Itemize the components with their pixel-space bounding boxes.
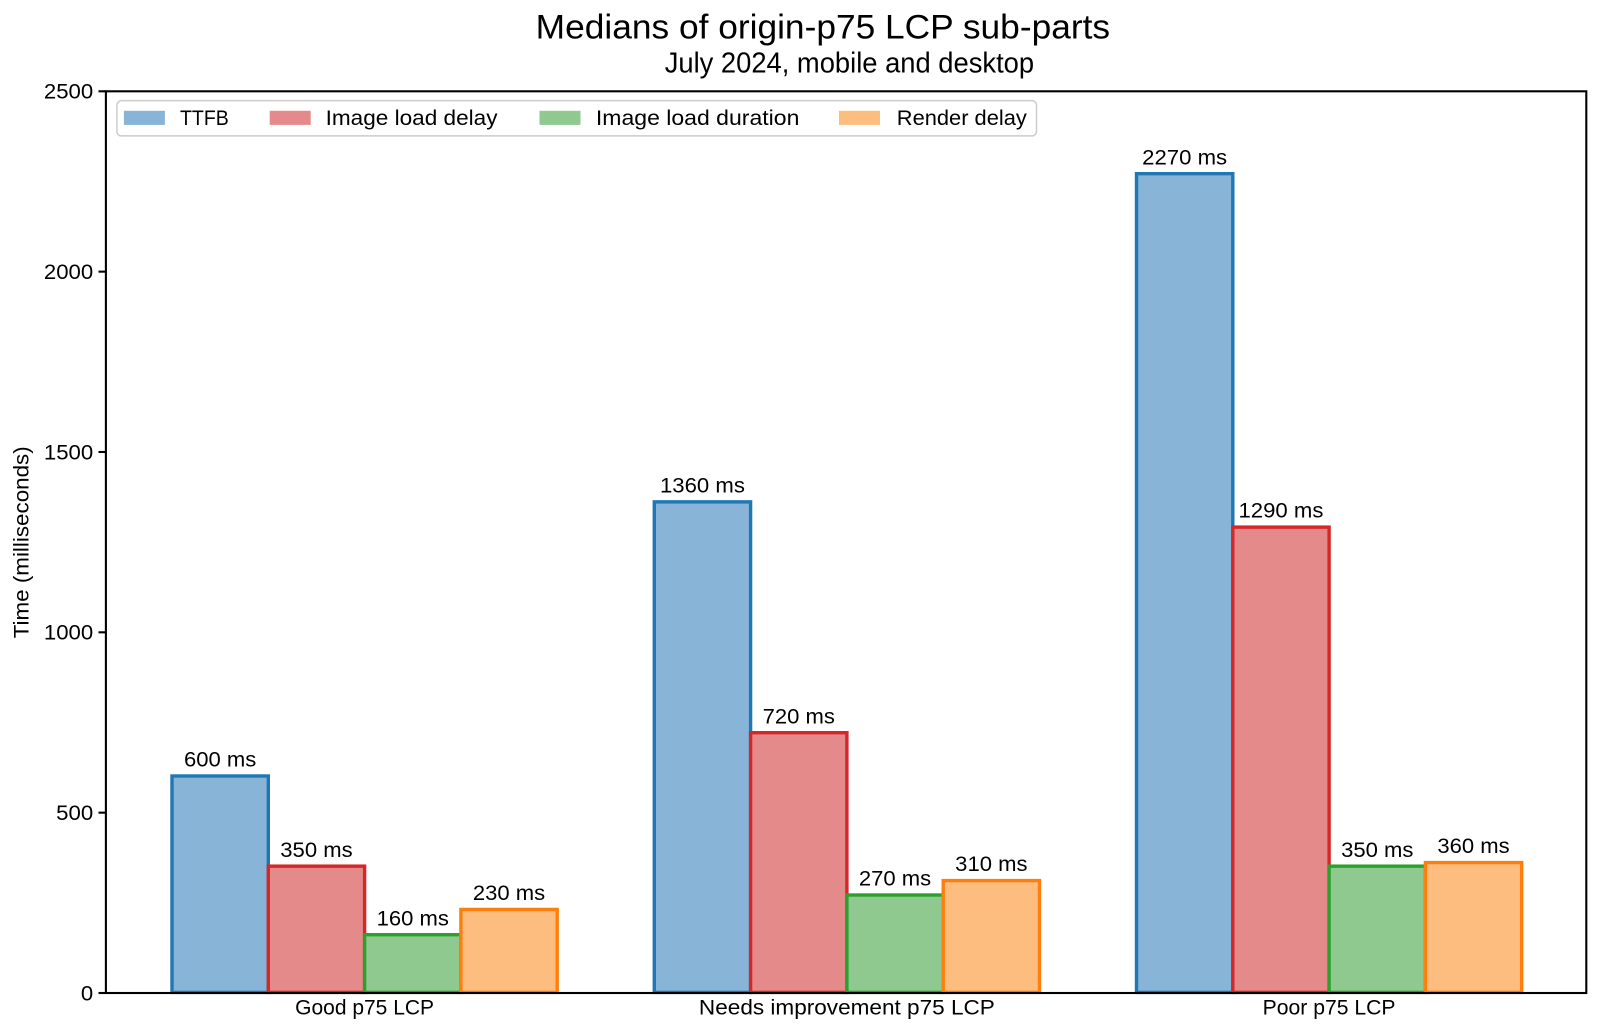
svg-text:1000: 1000 (44, 622, 93, 645)
svg-text:1290 ms: 1290 ms (1239, 500, 1324, 523)
svg-text:Image load duration: Image load duration (596, 107, 800, 130)
svg-text:720 ms: 720 ms (763, 705, 835, 728)
svg-text:360 ms: 360 ms (1437, 835, 1509, 858)
svg-text:July 2024, mobile and desktop: July 2024, mobile and desktop (665, 47, 1034, 79)
svg-text:350 ms: 350 ms (1341, 839, 1413, 862)
svg-text:Good p75 LCP: Good p75 LCP (295, 997, 434, 1020)
svg-text:600 ms: 600 ms (184, 749, 256, 772)
svg-text:Render delay: Render delay (897, 107, 1028, 130)
svg-text:160 ms: 160 ms (377, 907, 449, 930)
svg-text:2500: 2500 (44, 81, 93, 104)
svg-text:Needs improvement p75 LCP: Needs improvement p75 LCP (699, 997, 995, 1020)
svg-text:TTFB: TTFB (180, 107, 229, 130)
svg-text:2000: 2000 (44, 261, 93, 284)
svg-text:Image load delay: Image load delay (326, 107, 498, 130)
svg-text:230 ms: 230 ms (473, 882, 545, 905)
svg-text:Medians of origin-p75 LCP sub-: Medians of origin-p75 LCP sub-parts (536, 8, 1110, 46)
svg-text:Time (milliseconds): Time (milliseconds) (11, 446, 34, 638)
svg-text:1500: 1500 (44, 441, 93, 464)
svg-text:2270 ms: 2270 ms (1142, 146, 1227, 169)
svg-text:350 ms: 350 ms (280, 839, 352, 862)
svg-text:0: 0 (81, 982, 93, 1005)
svg-text:500: 500 (56, 802, 93, 825)
svg-text:270 ms: 270 ms (859, 868, 931, 891)
svg-text:1360 ms: 1360 ms (660, 474, 745, 497)
svg-text:Poor p75 LCP: Poor p75 LCP (1263, 997, 1396, 1020)
svg-text:310 ms: 310 ms (955, 853, 1027, 876)
